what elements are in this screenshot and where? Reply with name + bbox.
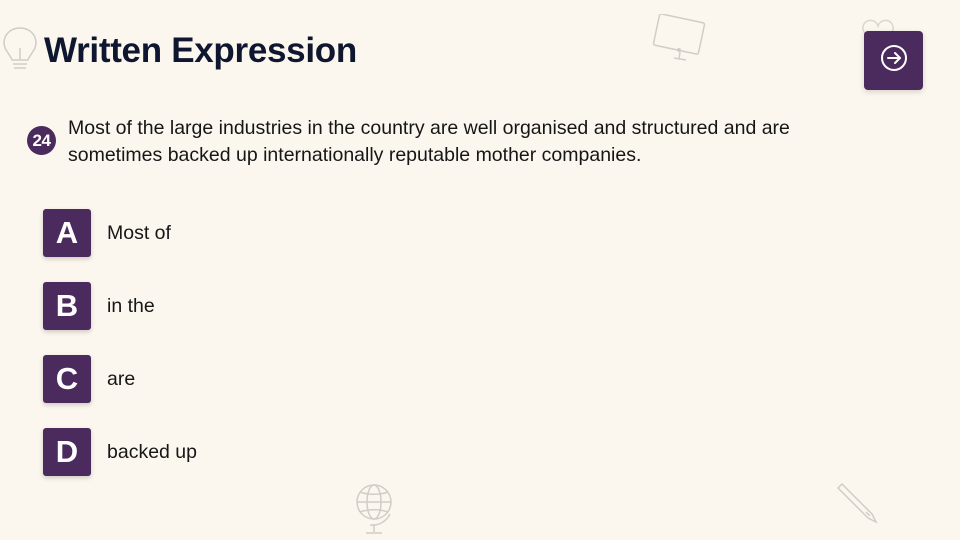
arrow-right-circle-icon [879,43,909,78]
option-label: in the [107,294,155,317]
option-label: backed up [107,440,197,463]
lightbulb-icon [0,22,40,74]
page-title: Written Expression [44,31,357,70]
option-letter: B [43,282,91,330]
option-label: Most of [107,221,171,244]
option-letter: D [43,428,91,476]
option-letter: A [43,209,91,257]
option-letter: C [43,355,91,403]
option-a[interactable]: A Most of [43,209,171,257]
next-button[interactable] [864,31,923,90]
option-b[interactable]: B in the [43,282,155,330]
heart-icon [858,18,898,48]
option-c[interactable]: C are [43,355,135,403]
question-number-badge: 24 [27,126,56,155]
question-text: Most of the large industries in the coun… [68,117,790,166]
option-label: are [107,367,136,390]
option-d[interactable]: D backed up [43,428,197,476]
monitor-icon [650,14,708,64]
globe-icon [352,480,398,536]
pencil-icon [836,480,882,524]
